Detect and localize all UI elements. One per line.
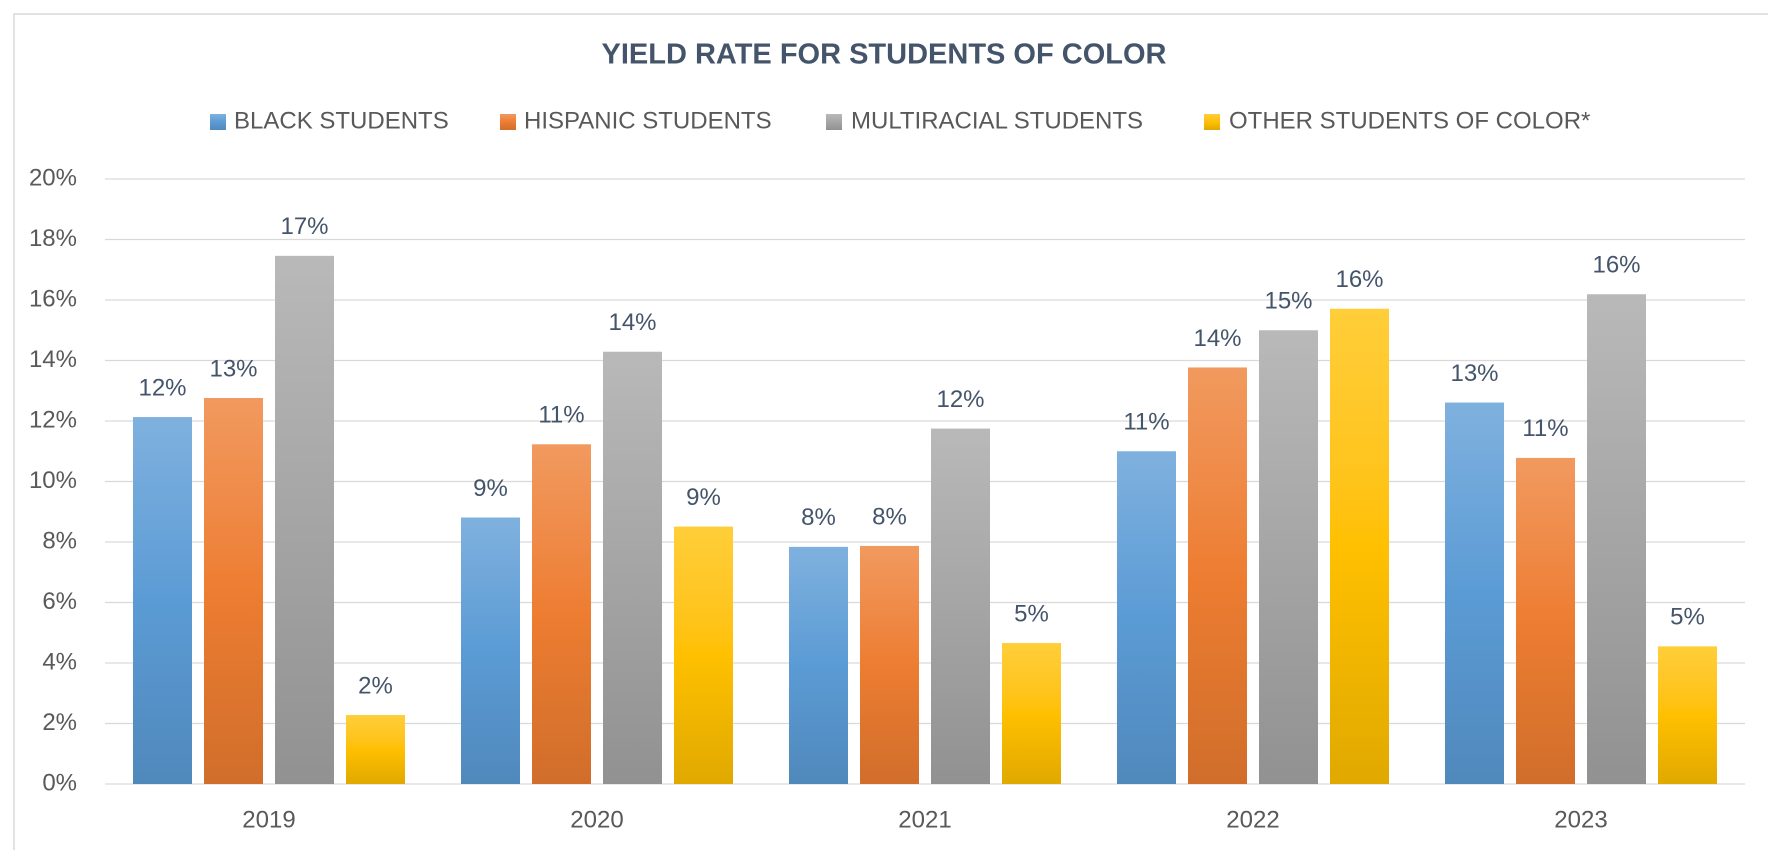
x-tick-label: 2020	[570, 806, 623, 833]
legend-swatch	[210, 114, 226, 130]
bar	[204, 398, 263, 784]
y-tick-label: 2%	[42, 709, 77, 736]
data-label: 11%	[1522, 415, 1568, 442]
data-label: 12%	[138, 374, 186, 401]
bar	[133, 417, 192, 784]
data-label: 11%	[538, 402, 584, 429]
legend-swatch	[500, 114, 516, 130]
data-label: 5%	[1670, 604, 1705, 631]
y-tick-label: 10%	[29, 467, 77, 494]
data-label: 8%	[872, 503, 907, 530]
bar	[461, 517, 520, 784]
data-label: 2%	[358, 672, 393, 699]
y-tick-label: 6%	[42, 588, 77, 615]
y-tick-label: 0%	[42, 769, 77, 796]
bar	[1330, 308, 1389, 784]
y-tick-label: 14%	[29, 346, 77, 373]
data-label: 9%	[686, 484, 721, 511]
data-label: 15%	[1264, 288, 1312, 315]
data-label: 13%	[209, 355, 257, 382]
data-label: 9%	[473, 475, 508, 502]
x-tick-label: 2023	[1554, 806, 1607, 833]
x-tick-label: 2022	[1226, 806, 1279, 833]
data-label: 11%	[1123, 409, 1169, 436]
data-label: 5%	[1014, 600, 1049, 627]
bar	[789, 546, 848, 784]
x-tick-label: 2021	[898, 806, 951, 833]
bar	[1516, 457, 1575, 784]
bar	[1587, 294, 1646, 784]
bar	[1117, 451, 1176, 784]
bar	[860, 545, 919, 784]
y-tick-label: 8%	[42, 527, 77, 554]
y-tick-label: 4%	[42, 648, 77, 675]
y-tick-label: 12%	[29, 406, 77, 433]
bar	[1445, 402, 1504, 784]
legend-label: HISPANIC STUDENTS	[524, 107, 772, 134]
bar	[1658, 646, 1717, 784]
data-label: 13%	[1450, 360, 1498, 387]
y-tick-label: 16%	[29, 285, 77, 312]
legend-swatch	[826, 114, 842, 130]
data-label: 14%	[608, 309, 656, 336]
bar	[275, 255, 334, 784]
legend-label: BLACK STUDENTS	[234, 107, 449, 134]
data-label: 17%	[280, 213, 328, 240]
y-tick-label: 20%	[29, 164, 77, 191]
data-label: 16%	[1335, 266, 1383, 293]
bar	[674, 526, 733, 784]
chart-title: YIELD RATE FOR STUDENTS OF COLOR	[602, 39, 1167, 71]
bar	[1002, 643, 1061, 784]
legend-label: OTHER STUDENTS OF COLOR*	[1229, 107, 1590, 134]
data-label: 16%	[1592, 252, 1640, 279]
data-label: 14%	[1193, 325, 1241, 352]
bar	[532, 444, 591, 784]
bar	[1188, 367, 1247, 784]
data-label: 12%	[936, 386, 984, 413]
bar	[931, 428, 990, 784]
legend-swatch	[1204, 114, 1220, 130]
bar	[346, 715, 405, 784]
bar	[603, 351, 662, 784]
legend-label: MULTIRACIAL STUDENTS	[851, 107, 1143, 134]
y-tick-label: 18%	[29, 225, 77, 252]
bar	[1259, 330, 1318, 784]
data-label: 8%	[801, 504, 836, 531]
x-tick-label: 2019	[242, 806, 295, 833]
